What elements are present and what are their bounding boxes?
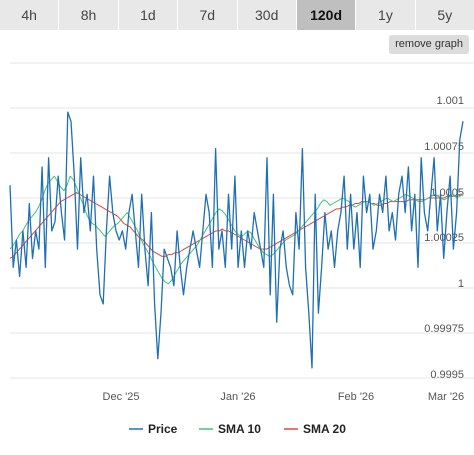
x-tick-label: Feb '26 [338,391,374,403]
tab-1y[interactable]: 1y [356,0,416,30]
remove-graph-button[interactable]: remove graph [389,35,469,54]
legend-item-sma-10[interactable]: SMA 10 [199,422,261,436]
x-tick-label: Dec '25 [103,391,140,403]
legend-label: SMA 20 [303,422,346,436]
tab-4h[interactable]: 4h [0,0,60,30]
x-axis-ticks: Dec '25 Jan '26 Feb '26 Mar '26 [103,391,465,403]
tab-1d[interactable]: 1d [118,0,179,30]
y-tick-label: 1 [458,278,464,290]
tab-120d[interactable]: 120d [296,0,357,30]
chart-series [9,111,464,369]
y-tick-label: 0.9995 [430,369,464,381]
tab-7d[interactable]: 7d [178,0,238,30]
y-tick-label: 1.00075 [424,141,464,153]
price-line [9,111,464,369]
x-tick-label: Mar '26 [428,391,464,403]
tab-30d[interactable]: 30d [237,0,297,30]
x-tick-label: Jan '26 [220,391,255,403]
tab-5y[interactable]: 5y [415,0,474,30]
y-tick-label: 0.99975 [424,323,464,335]
y-tick-label: 1.00025 [424,232,464,244]
legend-label: SMA 10 [218,422,261,436]
chart-legend[interactable]: Price SMA 10 SMA 20 [129,422,346,436]
y-tick-label: 1.001 [436,95,464,107]
legend-item-price[interactable]: Price [129,422,178,436]
timeframe-tabs: 4h 8h 1d 7d 30d 120d 1y 5y [0,0,474,30]
tab-8h[interactable]: 8h [59,0,119,30]
chart-gridlines [10,62,474,379]
legend-item-sma-20[interactable]: SMA 20 [284,422,346,436]
legend-label: Price [148,422,178,436]
